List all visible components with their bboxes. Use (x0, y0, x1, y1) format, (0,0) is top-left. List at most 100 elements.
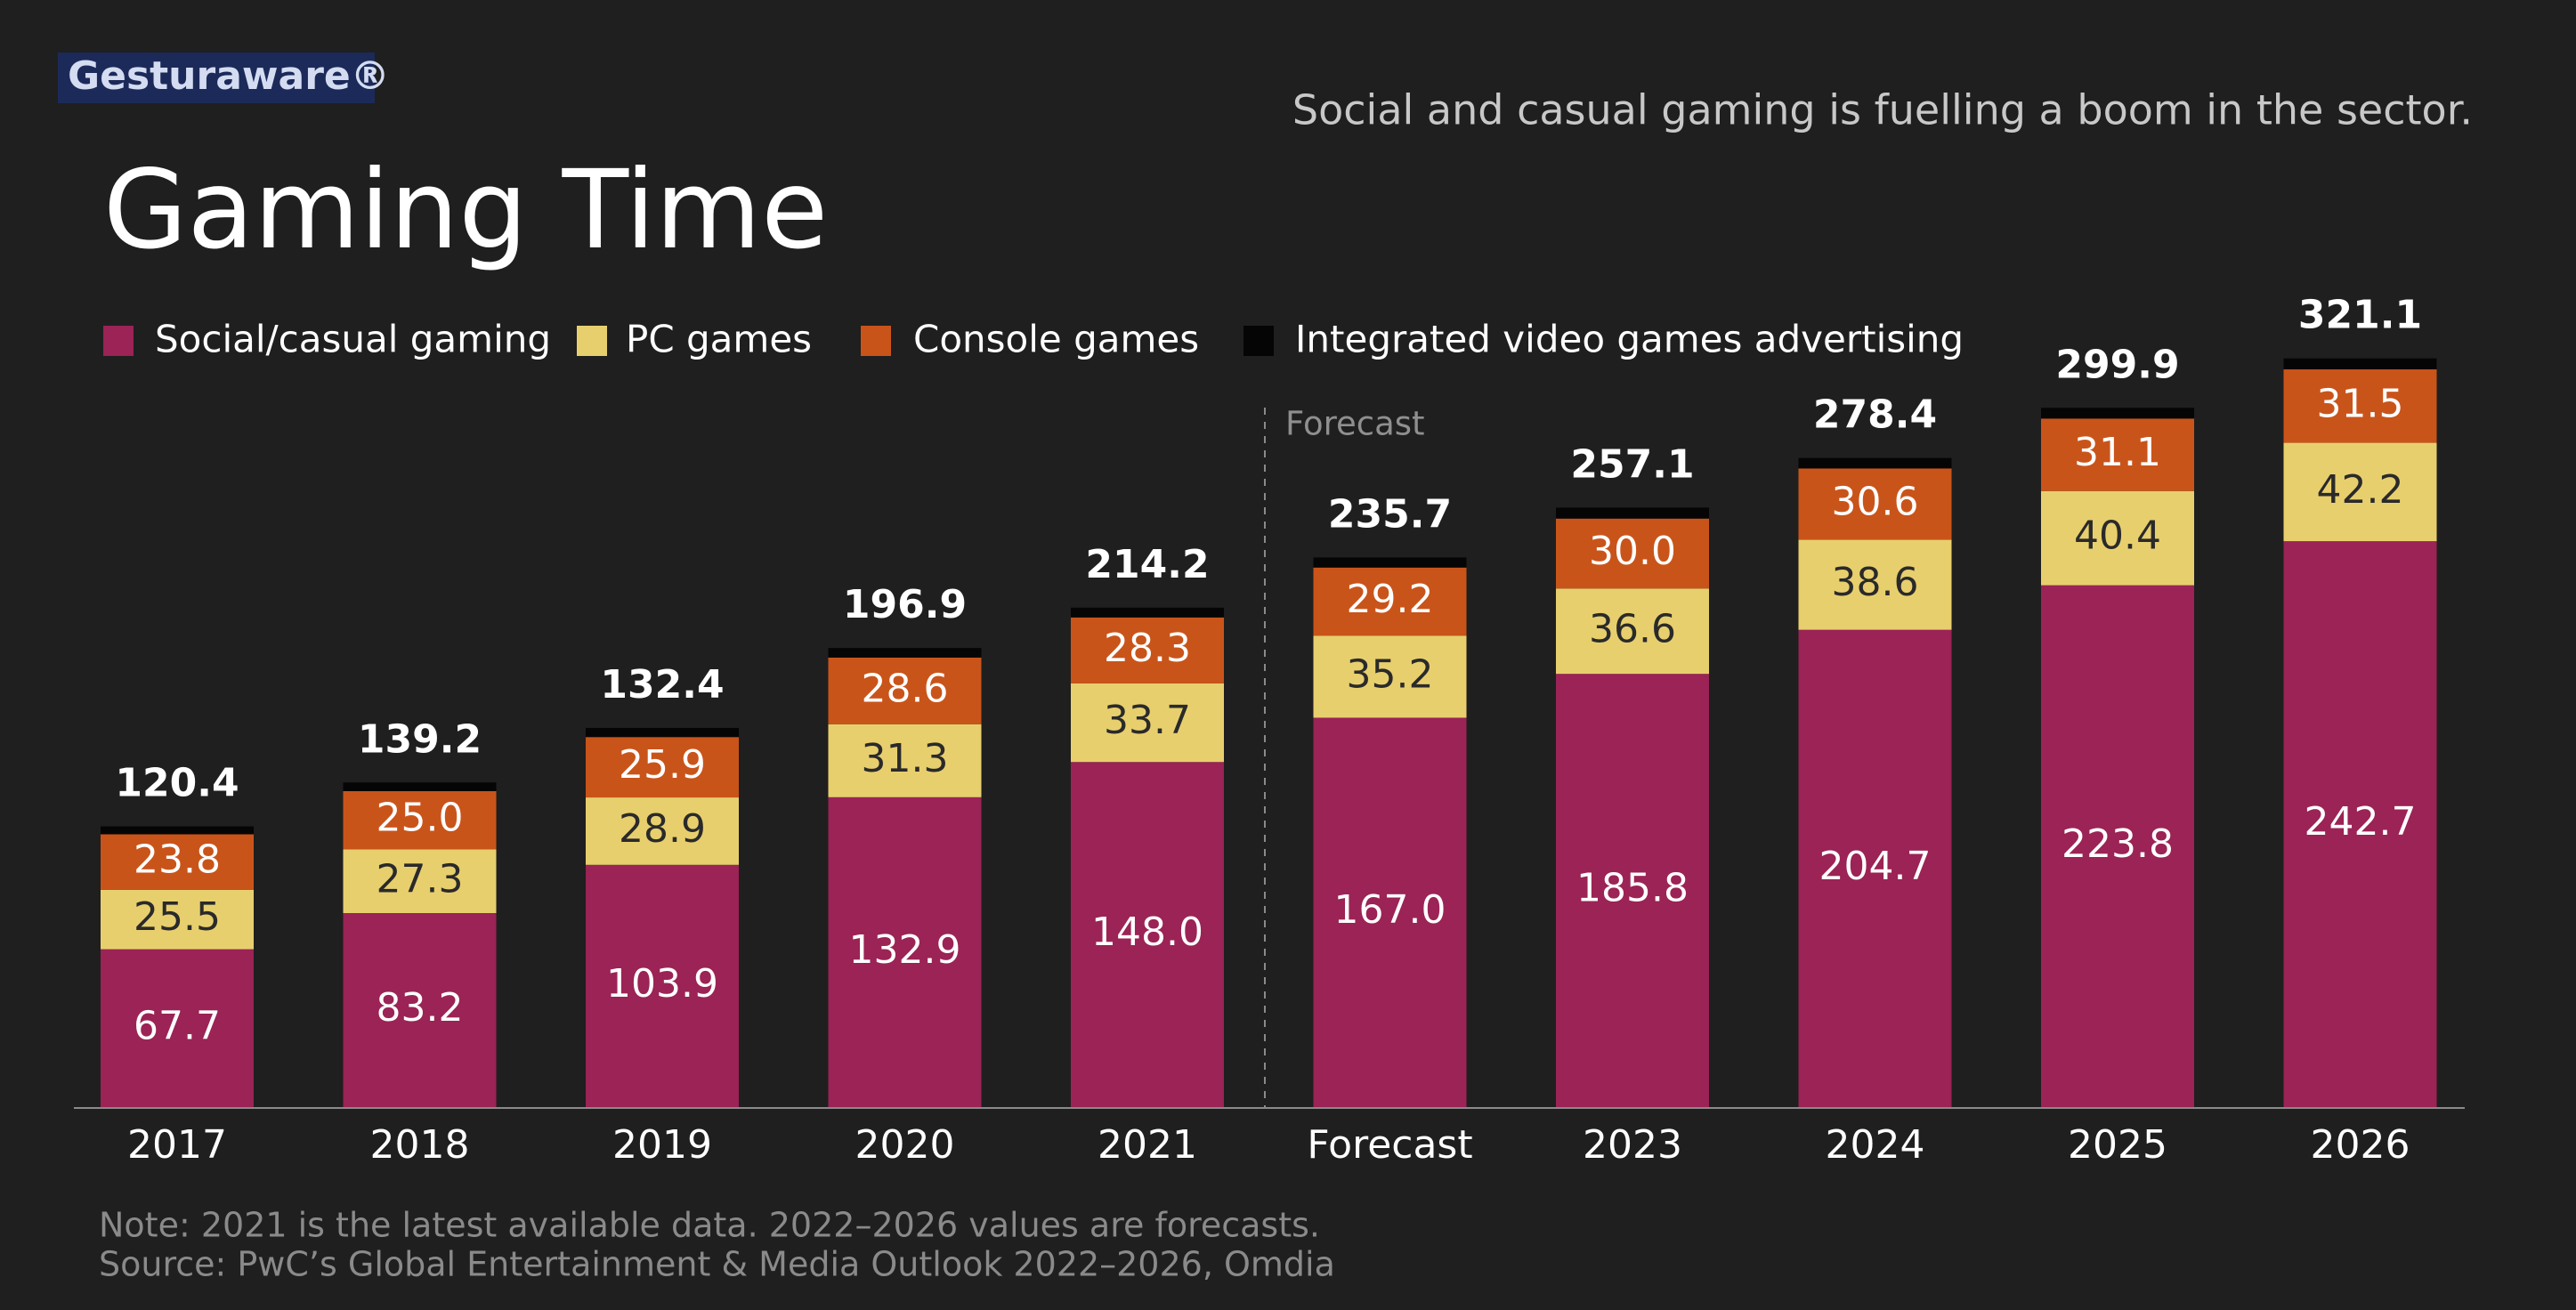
bar-segment (586, 797, 739, 865)
bar-segment (1556, 588, 1709, 675)
total-label: 214.2 (1085, 542, 1209, 587)
x-tick-label: 2020 (855, 1122, 955, 1168)
bar-segment (1313, 635, 1467, 718)
bar-segment (343, 913, 497, 1107)
value-label: 31.1 (2074, 430, 2161, 475)
bar-segment (2283, 442, 2437, 542)
value-label: 33.7 (1104, 698, 1191, 743)
legend-label: Social/casual gaming (155, 318, 551, 361)
bar-segment (1798, 629, 1952, 1107)
bar-segment (2283, 541, 2437, 1107)
bar-segment (1798, 468, 1952, 540)
bar-segment (1071, 617, 1224, 683)
legend-swatch (103, 326, 134, 356)
bar-segment (586, 727, 739, 738)
total-label: 196.9 (843, 582, 967, 627)
bar-segment (828, 657, 982, 724)
bar-segment (1313, 557, 1467, 568)
bar-segment (1071, 607, 1224, 618)
value-label: 25.5 (134, 894, 221, 940)
value-label: 38.6 (1832, 560, 1919, 605)
bar-segment (343, 782, 497, 791)
bar-segment (828, 797, 982, 1107)
bar-segment (1071, 762, 1224, 1107)
bar-segment (101, 889, 254, 950)
total-label: 132.4 (600, 662, 724, 708)
value-label: 83.2 (377, 985, 464, 1031)
value-label: 148.0 (1091, 910, 1203, 955)
bar-segment (2283, 358, 2437, 370)
bar-segment (2041, 490, 2194, 586)
x-tick-label: 2021 (1098, 1122, 1197, 1168)
x-tick-label: 2024 (1826, 1122, 1925, 1168)
value-label: 30.6 (1832, 479, 1919, 524)
value-label: 30.0 (1589, 529, 1676, 574)
total-label: 278.4 (1813, 392, 1937, 438)
value-label: 35.2 (1347, 651, 1434, 697)
brand-box (58, 53, 375, 103)
bar-segment (2041, 585, 2194, 1107)
value-label: 25.9 (619, 742, 706, 788)
legend-label: Integrated video games advertising (1295, 318, 1964, 361)
value-label: 36.6 (1589, 606, 1676, 651)
bar-segment (343, 790, 497, 850)
source: Source: PwC’s Global Entertainment & Med… (99, 1245, 1335, 1284)
bar-segment (828, 724, 982, 797)
bar-segment (1798, 457, 1952, 469)
value-label: 28.3 (1104, 626, 1191, 671)
bar-segment (2041, 418, 2194, 491)
value-label: 204.7 (1819, 844, 1932, 889)
bar-segment (586, 737, 739, 798)
value-label: 29.2 (1347, 577, 1434, 622)
legend-swatch (577, 326, 607, 356)
note: Note: 2021 is the latest available data.… (99, 1206, 1320, 1245)
legend-swatch (861, 326, 891, 356)
brand: Gesturaware® (68, 53, 390, 99)
value-label: 185.8 (1576, 866, 1689, 911)
value-label: 28.6 (862, 666, 949, 711)
subtitle: Social and casual gaming is fuelling a b… (1292, 86, 2473, 134)
bar-segment (1556, 518, 1709, 589)
value-label: 223.8 (2062, 821, 2174, 867)
bar-segment (101, 949, 254, 1107)
x-tick-label: 2026 (2311, 1122, 2410, 1168)
x-tick-label: 2017 (127, 1122, 227, 1168)
bar-segment (1798, 539, 1952, 630)
forecast-annotation: Forecast (1285, 405, 1425, 443)
bar-segment (586, 864, 739, 1107)
x-tick-label: 2019 (612, 1122, 712, 1168)
x-tick-label: 2025 (2068, 1122, 2167, 1168)
value-label: 103.9 (606, 961, 718, 1007)
bar-segment (101, 834, 254, 890)
value-label: 31.5 (2317, 381, 2404, 426)
value-label: 67.7 (134, 1003, 221, 1048)
bar-segment (2041, 408, 2194, 419)
value-label: 42.2 (2317, 467, 2404, 513)
value-label: 28.9 (619, 806, 706, 852)
bar-segment (828, 648, 982, 658)
legend-label: PC games (626, 318, 812, 361)
bar-segment (1313, 717, 1467, 1107)
value-label: 25.0 (377, 796, 464, 841)
total-label: 299.9 (2055, 342, 2179, 387)
x-tick-label: 2018 (370, 1122, 470, 1168)
total-label: 139.2 (358, 716, 482, 762)
bar-segment (2283, 369, 2437, 443)
value-label: 31.3 (862, 736, 949, 781)
total-label: 257.1 (1570, 441, 1694, 487)
x-tick-label: 2023 (1583, 1122, 1682, 1168)
bar-segment (343, 849, 497, 914)
bar-segment (101, 826, 254, 835)
value-label: 40.4 (2074, 513, 2161, 559)
x-tick-label: Forecast (1307, 1122, 1472, 1168)
bar-segment (1556, 674, 1709, 1107)
chart-title: Gaming Time (103, 147, 828, 273)
value-label: 242.7 (2305, 799, 2417, 845)
bar-segment (1556, 507, 1709, 519)
total-label: 321.1 (2298, 293, 2422, 338)
value-label: 27.3 (377, 856, 464, 902)
bar-segment (1071, 683, 1224, 763)
total-label: 235.7 (1328, 491, 1452, 537)
